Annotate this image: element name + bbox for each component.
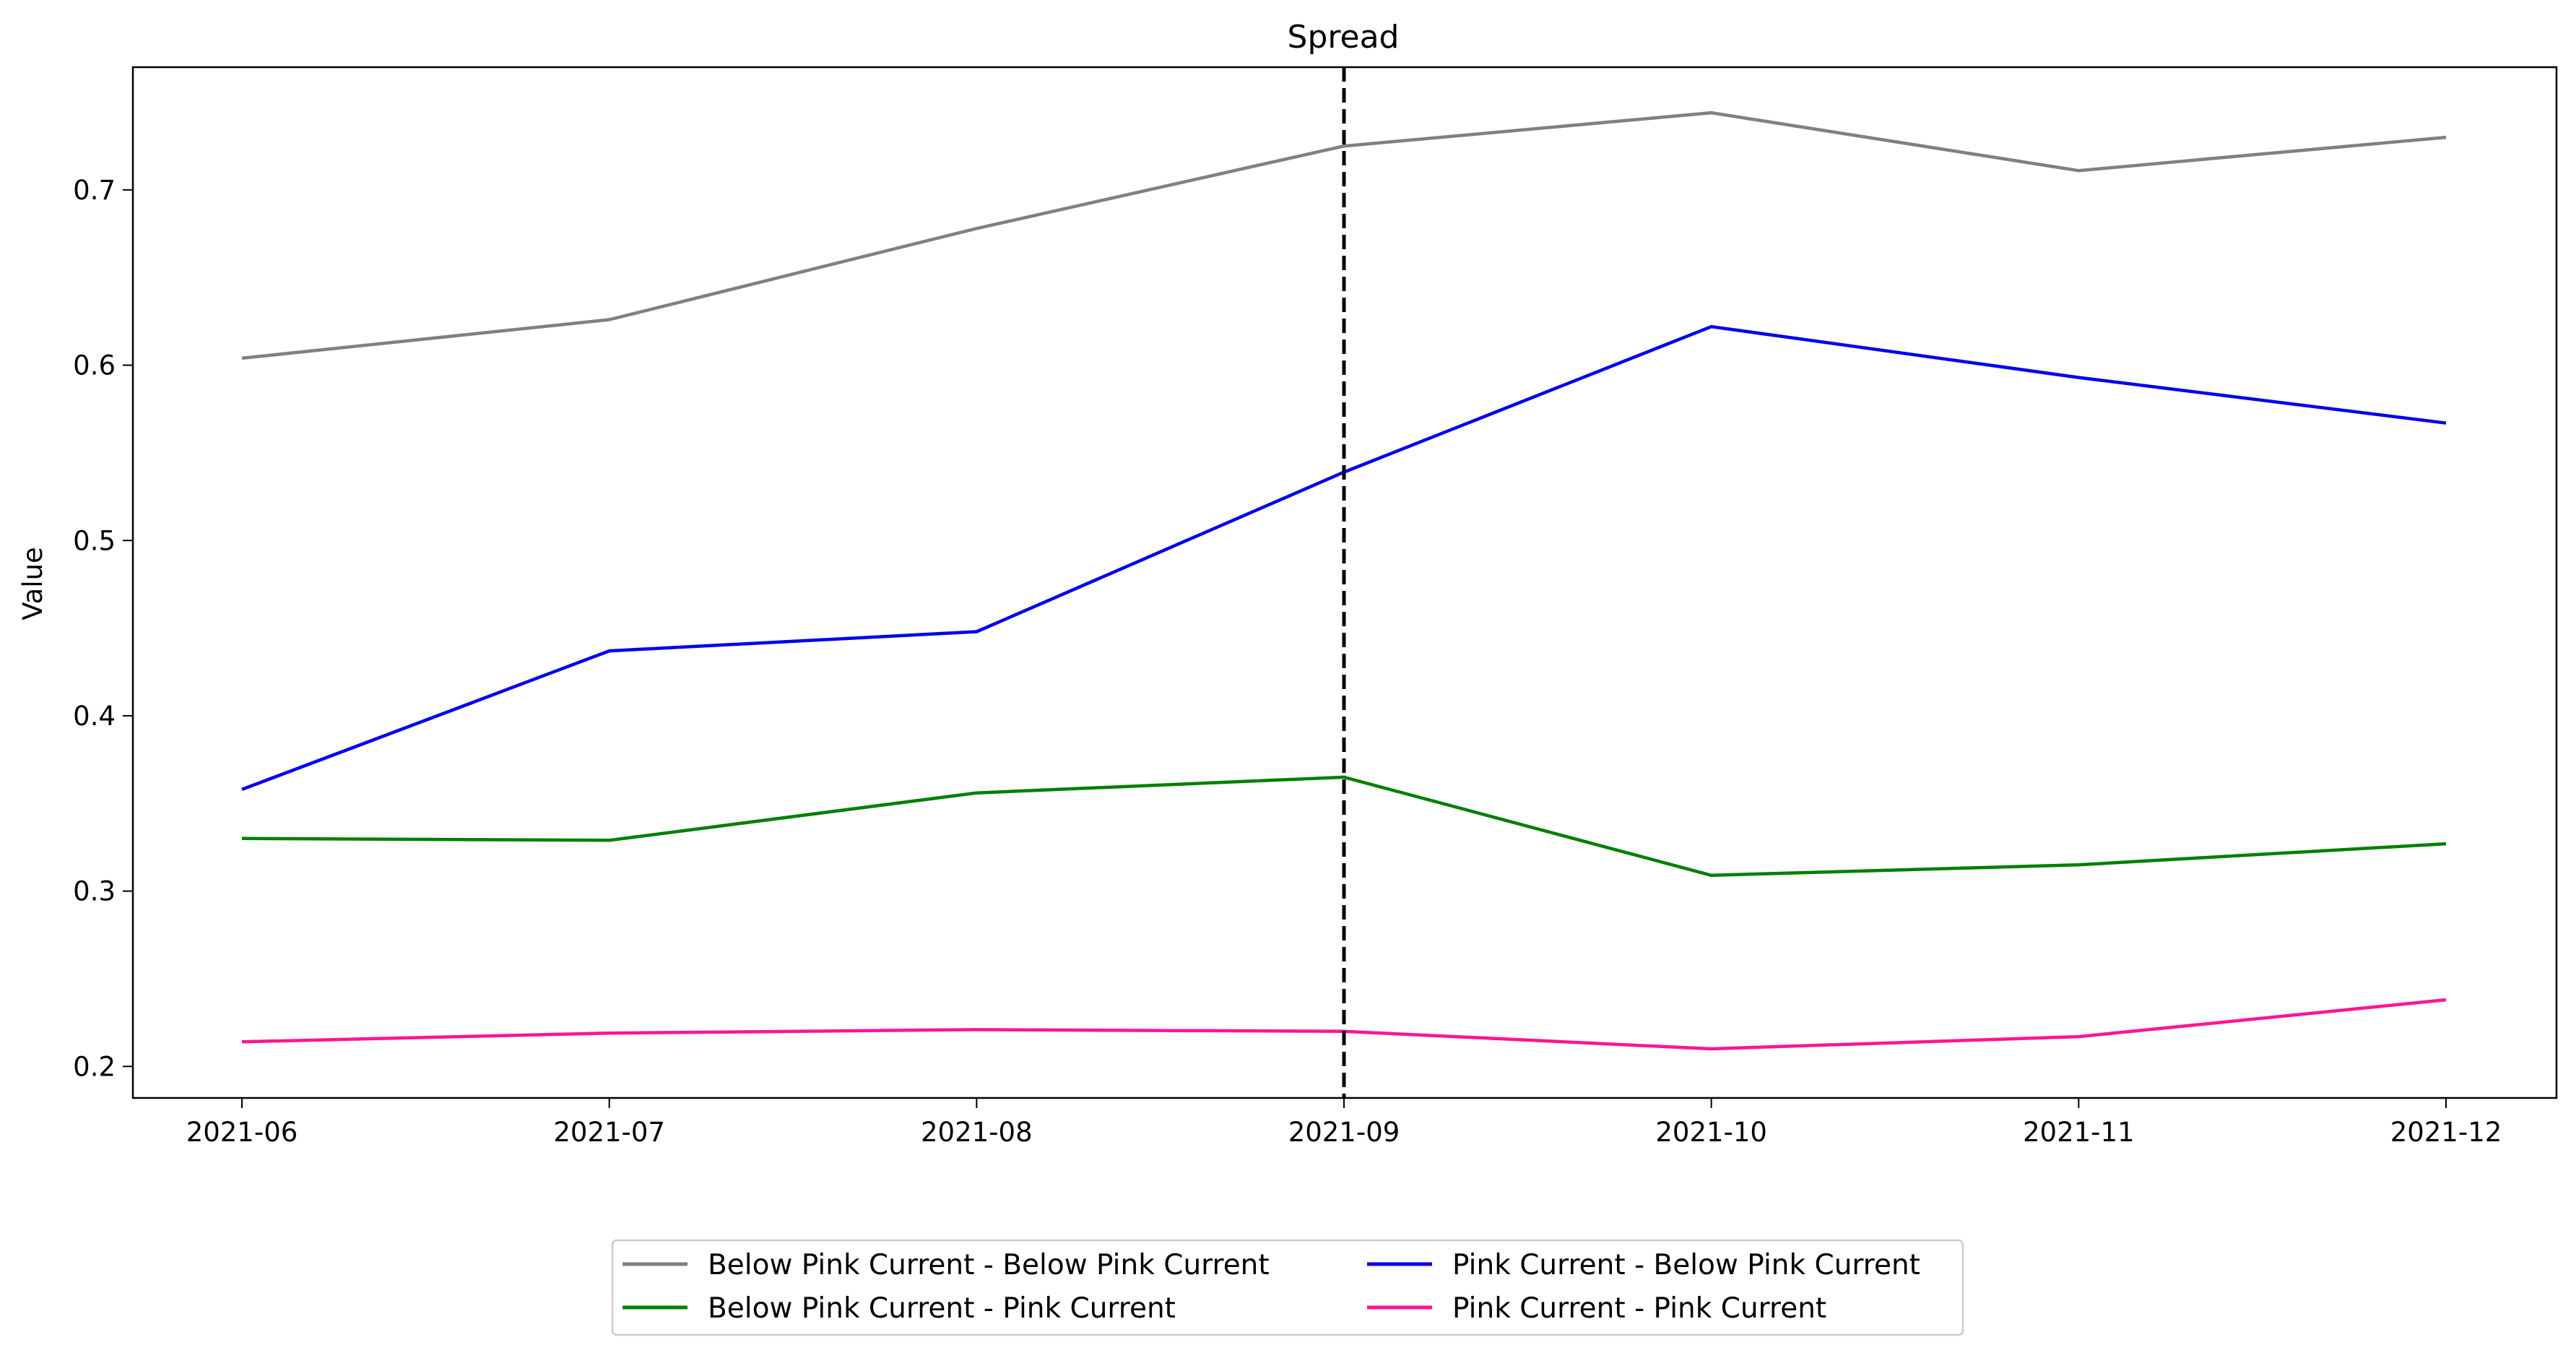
- plot-frame: [131, 66, 2558, 1099]
- y-tick-label-0: 0.2: [73, 1051, 116, 1082]
- series-line-2: [241, 775, 2447, 878]
- legend: Below Pink Current - Below Pink Current P…: [611, 1239, 1964, 1336]
- y-axis-label: Value: [17, 547, 48, 620]
- legend-label-2: Below Pink Current - Pink Current: [708, 1292, 1176, 1325]
- legend-label-0: Below Pink Current - Below Pink Current: [708, 1249, 1270, 1281]
- legend-label-1: Pink Current - Below Pink Current: [1452, 1249, 1920, 1281]
- x-tick-label-6: 2021-12: [2390, 1117, 2502, 1148]
- plot-area: 0.2 0.3 0.4 0.5 0.6 0.7 2021-06 2021-07 2021-08 2…: [73, 66, 2558, 1148]
- series-line-0: [241, 111, 2447, 360]
- y-tick-label-4: 0.6: [73, 350, 116, 381]
- x-tick-label-1: 2021-07: [553, 1117, 665, 1148]
- legend-box: [611, 1239, 1964, 1336]
- x-tick-label-2: 2021-08: [921, 1117, 1033, 1148]
- chart-title: Spread: [1288, 19, 1400, 56]
- x-tick-label-3: 2021-09: [1288, 1117, 1400, 1148]
- x-tick-label-4: 2021-10: [1655, 1117, 1767, 1148]
- legend-label-3: Pink Current - Pink Current: [1452, 1292, 1826, 1325]
- y-tick-label-1: 0.3: [73, 876, 116, 907]
- y-tick-label-2: 0.4: [73, 701, 116, 732]
- y-tick-label-5: 0.7: [73, 175, 116, 206]
- x-tick-label-0: 2021-06: [186, 1117, 298, 1148]
- y-tick-label-3: 0.5: [73, 525, 116, 556]
- x-tick-label-5: 2021-11: [2023, 1117, 2135, 1148]
